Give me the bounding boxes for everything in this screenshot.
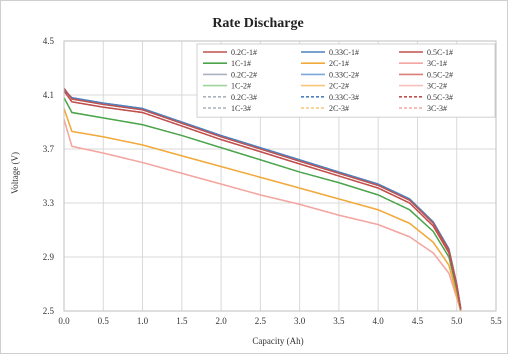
series-line-2C-1# bbox=[63, 108, 462, 312]
x-tick-label: 3.5 bbox=[333, 316, 345, 326]
x-tick-label: 1.0 bbox=[137, 316, 149, 326]
legend-label: 0.5C-1# bbox=[427, 48, 453, 57]
y-tick-label: 4.5 bbox=[43, 36, 55, 46]
legend-label: 1C-3# bbox=[231, 104, 251, 113]
x-tick-label: 5.5 bbox=[490, 316, 502, 326]
y-tick-label: 2.5 bbox=[43, 306, 55, 316]
series-layer bbox=[63, 87, 462, 312]
legend-box bbox=[196, 43, 496, 118]
legend-label: 1C-2# bbox=[231, 82, 251, 91]
series-line-1C-3# bbox=[63, 97, 462, 310]
legend-label: 2C-1# bbox=[329, 59, 349, 68]
legend-label: 0.2C-3# bbox=[231, 93, 257, 102]
chart-title: Rate Discharge bbox=[212, 16, 303, 31]
legend-label: 3C-3# bbox=[427, 104, 447, 113]
x-axis-label: Capacity (Ah) bbox=[252, 336, 303, 346]
legend-label: 0.5C-2# bbox=[427, 70, 453, 79]
legend-label: 3C-2# bbox=[427, 82, 447, 91]
y-tick-label: 2.9 bbox=[43, 252, 55, 262]
legend-label: 2C-3# bbox=[329, 104, 349, 113]
series-line-3C-1# bbox=[63, 119, 462, 312]
legend: 0.2C-1# 0.33C-1# 0.5C-1# 1C-1# 2C-1# 3C-1# 0.2… bbox=[196, 43, 496, 118]
x-tick-label: 4.0 bbox=[373, 316, 385, 326]
series-line-1C-1# bbox=[63, 97, 462, 310]
legend-label: 0.33C-2# bbox=[329, 70, 359, 79]
series-line-0.5C-2# bbox=[63, 90, 462, 310]
x-tick-label: 4.5 bbox=[412, 316, 424, 326]
legend-label: 0.33C-3# bbox=[329, 93, 359, 102]
legend-label: 3C-1# bbox=[427, 59, 447, 68]
legend-label: 1C-1# bbox=[231, 59, 251, 68]
series-line-1C-2# bbox=[63, 97, 462, 310]
x-tick-label: 2.5 bbox=[255, 316, 267, 326]
y-tick-label: 3.3 bbox=[43, 198, 55, 208]
plot-area-border bbox=[63, 40, 497, 312]
x-tick-label: 0.0 bbox=[58, 316, 70, 326]
y-tick-label: 4.1 bbox=[43, 90, 54, 100]
legend-label: 0.33C-1# bbox=[329, 48, 359, 57]
legend-label: 0.2C-2# bbox=[231, 70, 257, 79]
legend-label: 0.5C-3# bbox=[427, 93, 453, 102]
x-tick-label: 5.0 bbox=[451, 316, 463, 326]
axes: 0.0 0.5 1.0 1.5 2.0 2.5 3.0 3.5 4.0 4.5 5.0 5.5 2.5 2… bbox=[43, 36, 502, 326]
series-line-2C-3# bbox=[63, 108, 462, 312]
series-line-0.5C-1# bbox=[63, 90, 462, 310]
legend-label: 0.2C-1# bbox=[231, 48, 257, 57]
y-tick-label: 3.7 bbox=[43, 144, 55, 154]
series-line-0.5C-3# bbox=[63, 90, 462, 310]
series-line-0.2C-1# bbox=[63, 87, 462, 309]
x-tick-label: 3.0 bbox=[294, 316, 306, 326]
legend-label: 2C-2# bbox=[329, 82, 349, 91]
x-tick-label: 2.0 bbox=[215, 316, 227, 326]
y-axis-label: Voltage (V) bbox=[10, 152, 20, 194]
x-tick-label: 0.5 bbox=[98, 316, 110, 326]
series-line-2C-2# bbox=[63, 108, 462, 312]
x-tick-label: 1.5 bbox=[176, 316, 188, 326]
